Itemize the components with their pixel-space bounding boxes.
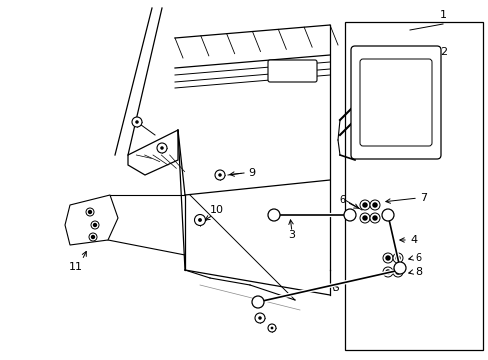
Circle shape [372, 97, 378, 103]
Circle shape [251, 296, 264, 308]
Circle shape [386, 109, 392, 115]
Circle shape [132, 117, 142, 127]
Circle shape [393, 262, 405, 274]
Circle shape [369, 213, 379, 223]
Circle shape [267, 324, 275, 332]
Circle shape [343, 209, 355, 221]
Text: 11: 11 [69, 262, 83, 272]
Circle shape [93, 223, 97, 227]
Polygon shape [65, 195, 118, 245]
Circle shape [86, 208, 94, 216]
Circle shape [135, 120, 139, 124]
Circle shape [394, 255, 400, 261]
FancyBboxPatch shape [350, 46, 440, 159]
Text: 8: 8 [414, 267, 421, 277]
Text: 9: 9 [247, 168, 255, 178]
Circle shape [267, 209, 280, 221]
Circle shape [369, 200, 379, 210]
Text: 4: 4 [409, 235, 416, 245]
Text: 2: 2 [439, 47, 446, 57]
Circle shape [385, 255, 390, 261]
Circle shape [270, 327, 273, 329]
Circle shape [382, 267, 392, 277]
Circle shape [370, 95, 380, 105]
Circle shape [371, 202, 377, 208]
Circle shape [359, 200, 369, 210]
Circle shape [215, 170, 224, 180]
Circle shape [198, 218, 202, 222]
Circle shape [88, 210, 92, 214]
Text: 7: 7 [419, 193, 426, 203]
Text: 5: 5 [331, 283, 338, 293]
Text: 6: 6 [338, 195, 345, 205]
Circle shape [386, 122, 392, 128]
Circle shape [385, 269, 390, 275]
Circle shape [218, 173, 221, 177]
Circle shape [362, 202, 367, 208]
Circle shape [89, 233, 97, 241]
Bar [345, 22, 482, 350]
Circle shape [254, 313, 264, 323]
Circle shape [91, 235, 95, 239]
Circle shape [392, 267, 402, 277]
FancyBboxPatch shape [267, 60, 316, 82]
FancyBboxPatch shape [359, 59, 431, 146]
Circle shape [258, 316, 261, 320]
Text: 10: 10 [209, 205, 224, 215]
Circle shape [157, 143, 167, 153]
Circle shape [359, 213, 369, 223]
Circle shape [160, 146, 163, 150]
Circle shape [371, 215, 377, 221]
Circle shape [394, 269, 400, 275]
Circle shape [384, 107, 394, 117]
Circle shape [382, 253, 392, 263]
Text: 1: 1 [439, 10, 446, 20]
Text: 6: 6 [414, 253, 420, 263]
Circle shape [370, 120, 380, 130]
Circle shape [381, 209, 393, 221]
Circle shape [384, 120, 394, 130]
Circle shape [194, 215, 205, 225]
Circle shape [362, 215, 367, 221]
Text: 3: 3 [287, 230, 294, 240]
Circle shape [91, 221, 99, 229]
Circle shape [392, 253, 402, 263]
Circle shape [372, 122, 378, 128]
